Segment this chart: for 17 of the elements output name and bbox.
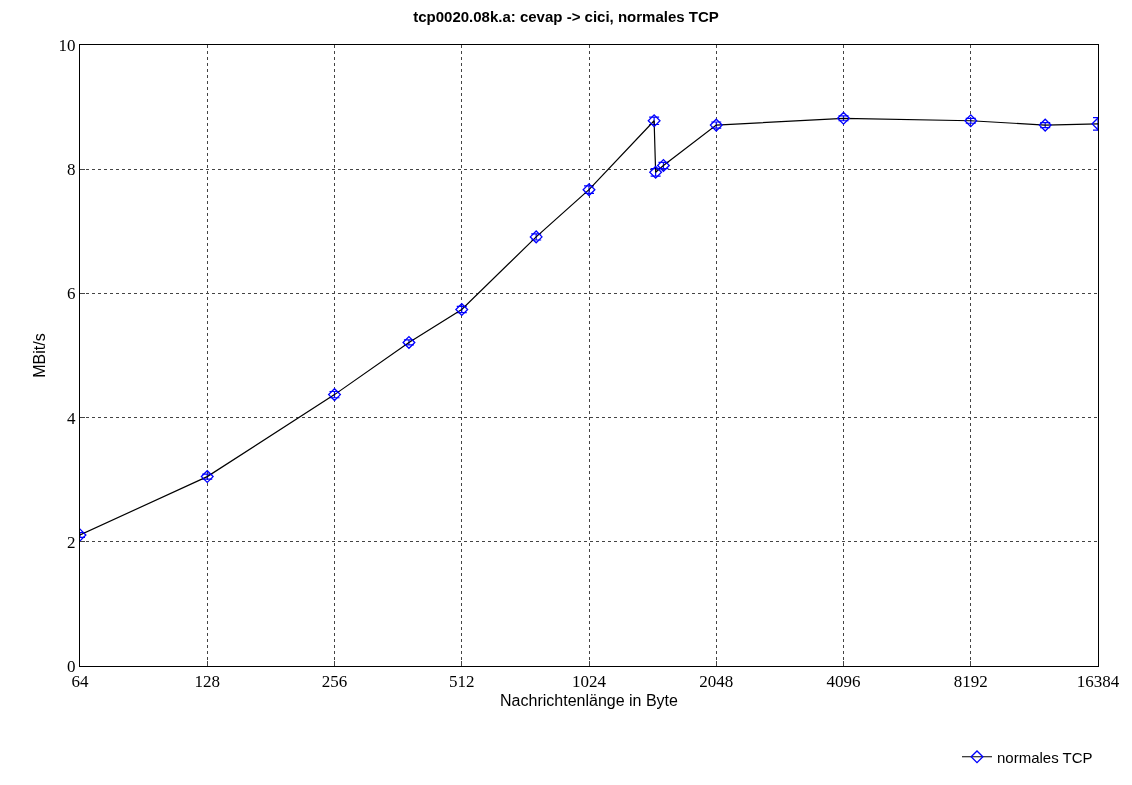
x-tick-label: 16384 — [1076, 672, 1120, 692]
x-axis-title: Nachrichtenlänge in Byte — [500, 692, 679, 710]
x-tick-label: 128 — [194, 672, 220, 692]
x-tick-label: 1024 — [572, 672, 607, 692]
x-tick-label: 4096 — [826, 672, 861, 692]
legend-label: normales TCP — [997, 748, 1093, 766]
y-tick-label: 4 — [67, 408, 77, 428]
x-tick-label: 512 — [449, 672, 475, 692]
x-tick-label: 8192 — [953, 672, 988, 692]
x-tick-label: 256 — [321, 672, 348, 692]
chart-title: tcp0020.08k.a: cevap -> cici, normales TCP — [413, 8, 719, 26]
y-tick-label: 8 — [67, 160, 76, 180]
y-axis-title: MBit/s — [31, 333, 49, 378]
y-tick-label: 6 — [67, 284, 76, 304]
y-tick-label: 2 — [67, 532, 76, 552]
x-tick-label: 2048 — [699, 672, 734, 692]
y-tick-label: 10 — [58, 35, 76, 55]
